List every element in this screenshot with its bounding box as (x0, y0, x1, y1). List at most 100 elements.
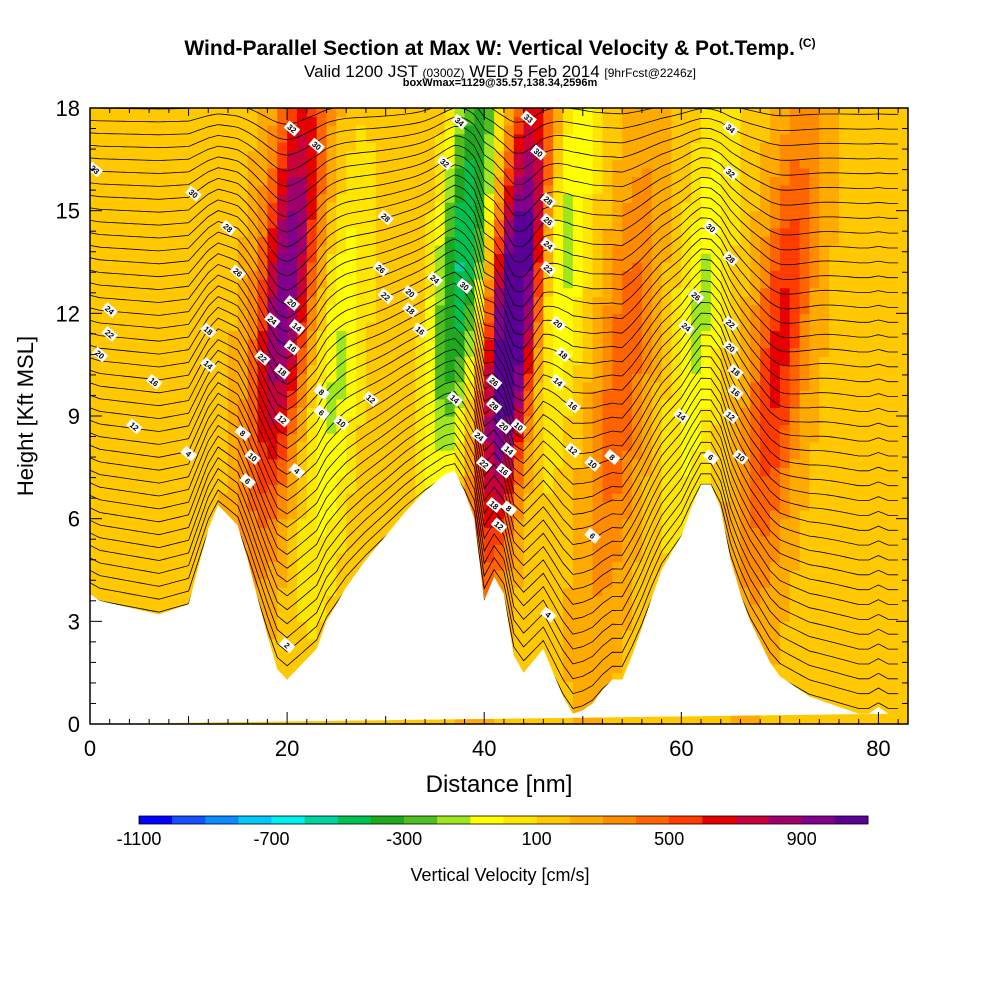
w-cell (356, 330, 367, 340)
w-cell (356, 493, 367, 503)
w-cell (178, 364, 190, 374)
w-cell (405, 450, 416, 460)
w-cell (563, 244, 574, 255)
w-cell (287, 501, 298, 511)
w-cell (168, 441, 180, 451)
w-cell (484, 484, 495, 494)
w-cell (484, 433, 495, 443)
w-cell (99, 262, 111, 272)
w-cell (336, 390, 347, 400)
w-cell (602, 621, 613, 631)
w-cell (415, 441, 426, 451)
w-cell (415, 433, 426, 443)
w-cell (701, 356, 712, 366)
w-cell (543, 552, 554, 563)
w-cell (158, 552, 170, 563)
w-cell (622, 193, 633, 203)
w-cell (750, 210, 761, 220)
w-cell (356, 450, 367, 460)
w-cell (740, 398, 751, 409)
w-cell (227, 108, 239, 118)
w-cell (464, 390, 475, 400)
w-cell (257, 595, 268, 605)
w-cell (572, 527, 584, 537)
w-cell (444, 176, 456, 186)
w-cell (129, 364, 140, 374)
w-cell (365, 330, 377, 340)
w-cell (671, 236, 682, 246)
w-cell (277, 185, 288, 195)
w-cell (257, 544, 268, 554)
w-cell (188, 356, 200, 366)
w-cell (710, 116, 722, 126)
w-cell (632, 441, 643, 451)
w-cell (454, 159, 466, 169)
w-cell (533, 544, 544, 554)
w-cell (553, 612, 564, 622)
w-cell (306, 450, 318, 460)
w-cell (149, 193, 160, 203)
w-cell (326, 347, 337, 357)
w-cell (346, 210, 357, 220)
w-cell (198, 364, 209, 374)
w-cell (415, 304, 426, 314)
w-cell (208, 313, 219, 323)
w-cell (277, 484, 288, 494)
w-cell (257, 458, 268, 468)
w-cell (316, 433, 328, 443)
w-cell (405, 236, 416, 246)
w-cell (582, 484, 594, 494)
w-cell (602, 424, 613, 434)
w-cell (553, 655, 564, 665)
w-cell (434, 356, 446, 366)
w-cell (484, 262, 495, 272)
w-cell (523, 330, 535, 340)
w-cell (632, 475, 643, 486)
w-cell (513, 621, 525, 631)
w-cell (612, 398, 623, 409)
w-cell (513, 202, 525, 212)
w-cell (188, 527, 200, 537)
w-cell (592, 270, 604, 280)
w-cell (592, 595, 604, 605)
w-cell (109, 108, 121, 118)
valid-date: WED 5 Feb 2014 (469, 62, 600, 81)
w-cell (622, 210, 633, 220)
w-cell (227, 202, 239, 212)
w-cell (119, 493, 131, 503)
w-cell (750, 150, 761, 160)
w-cell (129, 561, 140, 571)
w-cell (572, 339, 584, 349)
w-cell (523, 458, 535, 468)
w-cell (523, 185, 535, 195)
w-cell (316, 210, 328, 220)
w-cell (306, 510, 318, 520)
w-cell (503, 279, 515, 289)
w-cell (582, 621, 594, 631)
w-cell (770, 629, 781, 640)
w-cell (316, 621, 328, 631)
w-cell (681, 715, 692, 724)
w-cell (533, 570, 544, 580)
w-cell (602, 185, 613, 195)
w-cell (287, 629, 298, 640)
w-cell (336, 518, 347, 528)
w-cell (572, 518, 584, 528)
w-cell (513, 638, 525, 648)
w-cell (316, 304, 328, 314)
w-cell (178, 570, 190, 580)
w-cell (641, 544, 653, 554)
w-cell (158, 527, 170, 537)
w-cell (415, 398, 426, 409)
w-cell (474, 304, 485, 314)
w-cell (464, 219, 475, 229)
w-cell (237, 185, 249, 195)
w-cell (365, 108, 377, 118)
w-cell (543, 578, 554, 588)
w-cell (434, 715, 446, 724)
w-cell (494, 330, 505, 340)
w-cell (454, 185, 466, 195)
w-cell (513, 381, 525, 391)
w-cell (503, 108, 515, 118)
w-cell (375, 108, 387, 118)
